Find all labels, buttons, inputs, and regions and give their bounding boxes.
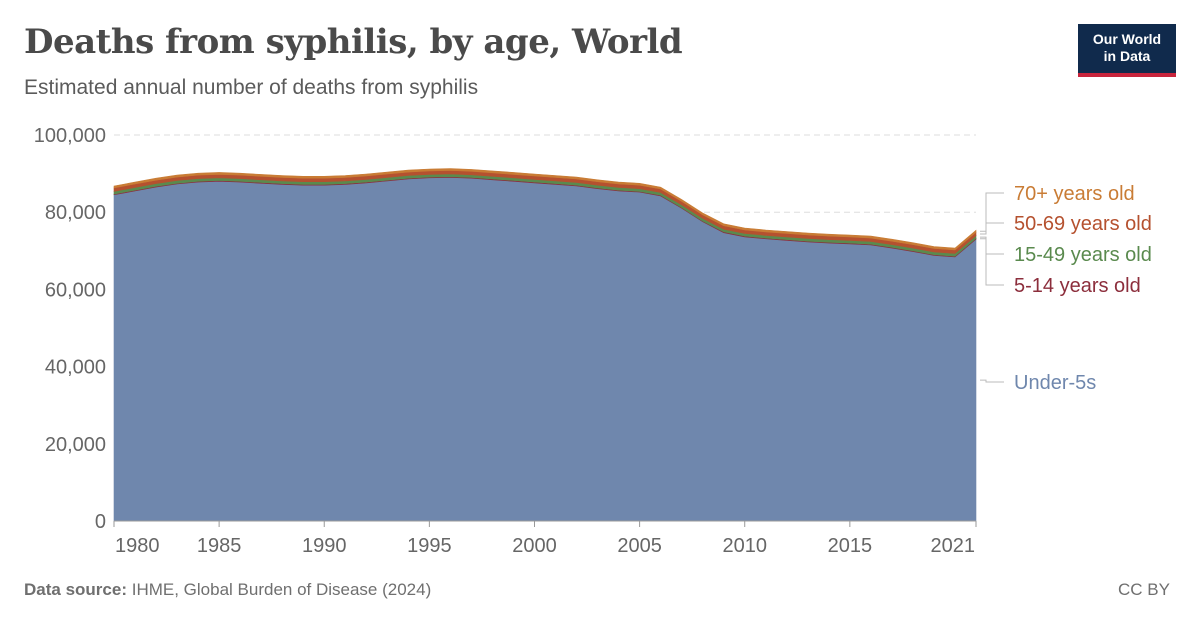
label-connector	[980, 192, 1004, 232]
license-link[interactable]: CC BY	[1118, 580, 1170, 599]
series-label: 15-49 years old	[1014, 244, 1152, 266]
logo-line-2: in Data	[1103, 48, 1151, 64]
y-tick-label: 80,000	[45, 202, 106, 224]
data-source-link[interactable]: IHME, Global Burden of Disease (2024)	[131, 580, 432, 599]
series-label: 70+ years old	[1014, 183, 1135, 205]
data-source: Data source: IHME, Global Burden of Dise…	[24, 580, 431, 600]
x-tick-label: 2005	[617, 535, 662, 557]
logo-line-1: Our World	[1092, 31, 1162, 47]
x-tick-label: 2015	[828, 535, 873, 557]
x-tick-label: 2000	[512, 535, 557, 557]
y-tick-label: 20,000	[45, 434, 106, 456]
chart-title: Deaths from syphilis, by age, World	[24, 22, 683, 62]
area-under-5s	[113, 177, 977, 522]
axes: 0 20,000 40,000 60,000 80,000 100,000 1980 1985…	[34, 125, 977, 557]
y-tick-label: 60,000	[45, 279, 106, 301]
x-tick-label: 1990	[302, 535, 347, 557]
x-tick-label: 2010	[722, 535, 767, 557]
x-tick-label: 1985	[197, 535, 242, 557]
data-source-label: Data source:	[24, 580, 127, 599]
label-connector	[980, 222, 1004, 235]
x-tick-label: 1995	[407, 535, 452, 557]
area-series	[113, 168, 977, 522]
series-label: Under-5s	[1014, 372, 1096, 394]
chart-subtitle: Estimated annual number of deaths from s…	[24, 76, 479, 99]
owid-logo[interactable]: Our World in Data	[1078, 24, 1176, 77]
series-label: 5-14 years old	[1014, 275, 1141, 297]
label-connector	[980, 238, 1004, 286]
area-70-years-old	[113, 168, 977, 251]
series-labels: Under-5s 5-14 years old 15-49 years old 50-…	[980, 183, 1152, 394]
y-tick-label: 100,000	[34, 125, 106, 147]
x-tick-label: 2021	[931, 535, 976, 557]
label-connector	[980, 236, 1004, 255]
series-label: 50-69 years old	[1014, 213, 1152, 235]
label-connector	[980, 379, 1004, 383]
y-tick-label: 0	[95, 511, 106, 533]
y-tick-label: 40,000	[45, 357, 106, 379]
x-tick-label: 1980	[115, 535, 160, 557]
